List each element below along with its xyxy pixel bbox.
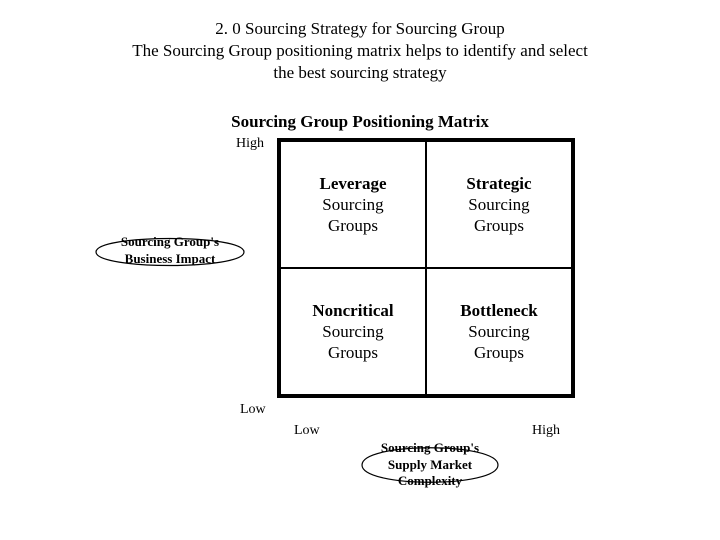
quadrant-sub1: Sourcing — [322, 194, 383, 215]
quadrant-name: Noncritical — [312, 300, 393, 321]
y-axis-low-label: Low — [240, 402, 266, 418]
quadrant-bottleneck: Bottleneck Sourcing Groups — [426, 268, 572, 395]
quadrant-sub1: Sourcing — [468, 194, 529, 215]
slide-header: 2. 0 Sourcing Strategy for Sourcing Grou… — [0, 0, 720, 84]
quadrant-sub2: Groups — [474, 215, 524, 236]
x-axis-label-line2: Supply Market — [360, 457, 500, 473]
chart-area: High Low Leverage Sourcing Groups Strate… — [0, 138, 720, 518]
quadrant-sub2: Groups — [328, 215, 378, 236]
x-axis-label: Sourcing Group's Supply Market Complexit… — [360, 440, 500, 489]
positioning-matrix: Leverage Sourcing Groups Strategic Sourc… — [277, 138, 575, 398]
x-axis-low-label: Low — [294, 423, 320, 439]
matrix-title: Sourcing Group Positioning Matrix — [0, 112, 720, 132]
quadrant-sub1: Sourcing — [322, 321, 383, 342]
quadrant-sub2: Groups — [474, 342, 524, 363]
quadrant-name: Leverage — [319, 173, 386, 194]
y-axis-label-line2: Business Impact — [100, 251, 240, 267]
quadrant-name: Bottleneck — [460, 300, 537, 321]
header-line-2: The Sourcing Group positioning matrix he… — [0, 40, 720, 62]
quadrant-leverage: Leverage Sourcing Groups — [280, 141, 426, 268]
header-line-1: 2. 0 Sourcing Strategy for Sourcing Grou… — [0, 18, 720, 40]
quadrant-noncritical: Noncritical Sourcing Groups — [280, 268, 426, 395]
quadrant-sub2: Groups — [328, 342, 378, 363]
x-axis-high-label: High — [532, 423, 560, 439]
quadrant-strategic: Strategic Sourcing Groups — [426, 141, 572, 268]
y-axis-high-label: High — [236, 136, 264, 152]
y-axis-label-line1: Sourcing Group's — [100, 234, 240, 250]
x-axis-label-line1: Sourcing Group's — [360, 440, 500, 456]
y-axis-label: Sourcing Group's Business Impact — [100, 234, 240, 267]
x-axis-label-line3: Complexity — [360, 473, 500, 489]
quadrant-sub1: Sourcing — [468, 321, 529, 342]
quadrant-name: Strategic — [466, 173, 531, 194]
header-line-3: the best sourcing strategy — [0, 62, 720, 84]
